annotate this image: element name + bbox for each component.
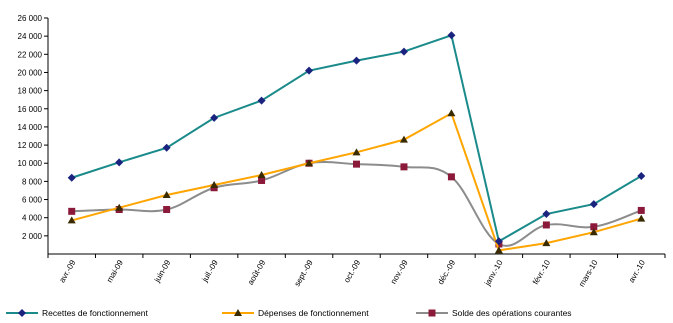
legend-marker — [18, 309, 26, 317]
data-point — [162, 191, 171, 198]
y-tick-label: 26 000 — [18, 14, 43, 23]
legend-item: Recettes de fonctionnement — [6, 308, 148, 318]
data-point — [637, 214, 646, 222]
y-tick-label: 20 000 — [18, 68, 43, 77]
legend-label: Recettes de fonctionnement — [42, 308, 148, 318]
data-point — [399, 47, 408, 56]
series-line — [71, 111, 642, 252]
legend-label: Solde des opérations courantes — [452, 308, 572, 318]
data-point — [258, 176, 266, 184]
y-tick-label: 2 000 — [22, 232, 43, 241]
y-tick-label: 24 000 — [18, 32, 43, 41]
data-point — [352, 56, 361, 65]
x-tick-label: mars-10 — [577, 258, 600, 288]
legend-item: Dépenses de fonctionnement — [222, 308, 369, 318]
axes: 2 000 4 000 6 000 8 000 10 000 12 000 14 000 16… — [18, 14, 666, 288]
y-tick-label: 22 000 — [18, 50, 43, 59]
series-line — [71, 161, 642, 247]
data-point — [494, 237, 503, 246]
y-tick-label: 12 000 — [18, 141, 43, 150]
data-point — [162, 143, 171, 152]
legend-label: Dépenses de fonctionnement — [258, 308, 369, 318]
x-tick-label: déc.-09 — [436, 258, 457, 286]
x-tick-label: févr.-10 — [531, 258, 552, 286]
y-tick-label: 6 000 — [22, 196, 43, 205]
data-point — [210, 113, 219, 122]
x-tick-label: juin-09 — [152, 258, 173, 285]
legend: Recettes de fonctionnement Dépenses de fo… — [6, 308, 572, 318]
data-point — [353, 160, 360, 168]
legend-item: Solde des opérations courantes — [416, 308, 572, 318]
data-point — [589, 200, 598, 209]
series-layer — [67, 31, 646, 254]
data-point — [590, 223, 598, 231]
x-tick-label: janv.-10 — [482, 258, 505, 288]
data-point — [637, 171, 646, 180]
data-point — [115, 203, 124, 211]
data-point — [542, 210, 551, 219]
data-point — [68, 207, 76, 215]
data-point — [399, 135, 408, 143]
x-tick-label: mai-09 — [105, 258, 125, 284]
legend-marker — [428, 309, 436, 317]
x-tick-label: nov.-09 — [389, 258, 410, 286]
data-point — [67, 216, 76, 224]
x-tick-label: avr.-10 — [627, 258, 647, 284]
series-1 — [67, 109, 646, 254]
data-point — [352, 148, 361, 156]
x-tick-label: sept.-09 — [293, 258, 316, 288]
y-tick-label: 14 000 — [18, 123, 43, 132]
y-tick-label: 16 000 — [18, 105, 43, 114]
x-tick-label: août-09 — [246, 258, 268, 286]
data-point — [115, 158, 124, 167]
x-tick-label: juil.-09 — [200, 258, 220, 284]
y-tick-label: 4 000 — [22, 214, 43, 223]
data-point — [447, 31, 456, 40]
data-point — [637, 206, 645, 214]
data-point — [542, 221, 550, 229]
legend-marker — [234, 309, 242, 316]
x-tick-label: avr.-09 — [57, 258, 77, 284]
x-tick-label: oct.-09 — [342, 258, 362, 284]
data-point — [210, 181, 219, 189]
data-point — [257, 171, 266, 179]
data-point — [163, 206, 171, 214]
y-tick-label: 10 000 — [18, 159, 43, 168]
data-point — [447, 109, 456, 117]
data-point — [305, 159, 314, 167]
y-tick-label: 8 000 — [22, 177, 43, 186]
data-point — [589, 228, 598, 236]
series-0 — [67, 31, 646, 246]
data-point — [542, 239, 551, 247]
series-2 — [68, 159, 645, 248]
data-point — [400, 163, 408, 171]
y-tick-label: 18 000 — [18, 87, 43, 96]
data-point — [305, 66, 314, 75]
data-point — [447, 173, 455, 181]
data-point — [494, 246, 503, 254]
data-point — [67, 173, 76, 182]
data-point — [257, 96, 266, 105]
